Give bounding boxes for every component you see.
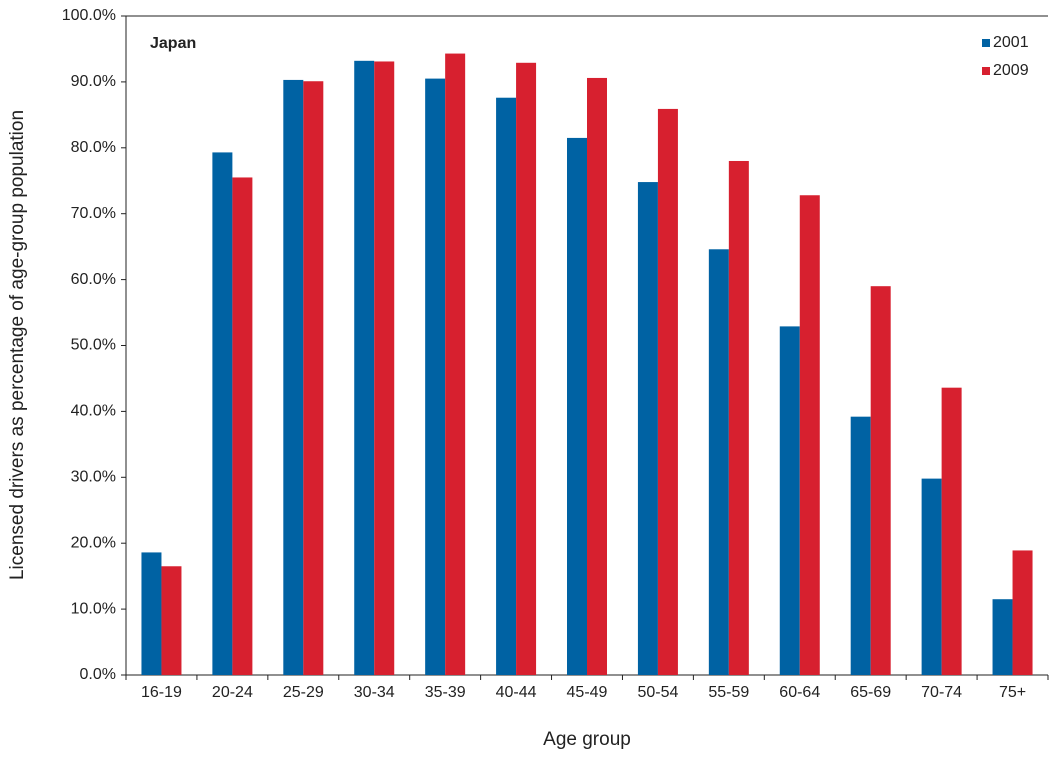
- bar: [516, 62, 537, 675]
- x-tick-label: 35-39: [425, 684, 466, 701]
- y-tick-label: 50.0%: [71, 337, 116, 354]
- legend-label: 2009: [993, 62, 1029, 79]
- bar: [303, 81, 324, 676]
- x-tick-label: 50-54: [637, 684, 678, 701]
- chart-annotation: Japan: [150, 35, 196, 52]
- legend-swatch: [982, 39, 990, 47]
- x-tick-label: 25-29: [283, 684, 324, 701]
- x-tick-label: 65-69: [850, 684, 891, 701]
- bar: [941, 387, 962, 675]
- bar: [728, 160, 749, 676]
- x-tick-label: 40-44: [496, 684, 537, 701]
- y-tick-label: 0.0%: [80, 666, 116, 683]
- legend-swatch: [982, 67, 990, 75]
- y-tick-label: 20.0%: [71, 534, 116, 551]
- y-tick-label: 40.0%: [71, 403, 116, 420]
- bar: [992, 599, 1013, 675]
- bar: [445, 53, 466, 676]
- bar: [1012, 550, 1033, 675]
- y-tick-label: 30.0%: [71, 469, 116, 486]
- x-tick-label: 75+: [999, 684, 1026, 701]
- bar: [870, 286, 891, 675]
- x-axis-title: Age group: [543, 729, 631, 750]
- legend-label: 2001: [993, 34, 1029, 51]
- bar: [161, 566, 182, 675]
- y-axis-title: Licensed drivers as percentage of age-gr…: [7, 110, 28, 580]
- bar: [496, 97, 517, 675]
- x-tick-label: 30-34: [354, 684, 395, 701]
- x-tick-label: 70-74: [921, 684, 962, 701]
- x-tick-label: 45-49: [567, 684, 608, 701]
- y-tick-label: 80.0%: [71, 139, 116, 156]
- x-tick-label: 60-64: [779, 684, 820, 701]
- bar: [799, 195, 820, 676]
- bar: [141, 552, 162, 675]
- bar: [425, 78, 446, 676]
- x-tick-label: 16-19: [141, 684, 182, 701]
- bar: [657, 108, 678, 675]
- y-tick-label: 70.0%: [71, 205, 116, 222]
- bar: [567, 137, 587, 676]
- y-tick-label: 10.0%: [71, 600, 116, 617]
- bar: [374, 61, 395, 675]
- bar: [637, 182, 658, 675]
- x-tick-label: 55-59: [708, 684, 749, 701]
- bar: [921, 478, 942, 675]
- bar: [779, 326, 800, 675]
- bar: [212, 152, 233, 676]
- bar: [587, 77, 607, 676]
- bar: [708, 249, 729, 675]
- y-tick-label: 60.0%: [71, 271, 116, 288]
- y-tick-label: 90.0%: [71, 73, 116, 90]
- y-tick-label: 100.0%: [62, 7, 116, 24]
- x-tick-label: 20-24: [212, 684, 253, 701]
- bar: [232, 177, 253, 675]
- bar: [283, 79, 304, 676]
- bar: [354, 60, 375, 675]
- bar: [850, 416, 871, 675]
